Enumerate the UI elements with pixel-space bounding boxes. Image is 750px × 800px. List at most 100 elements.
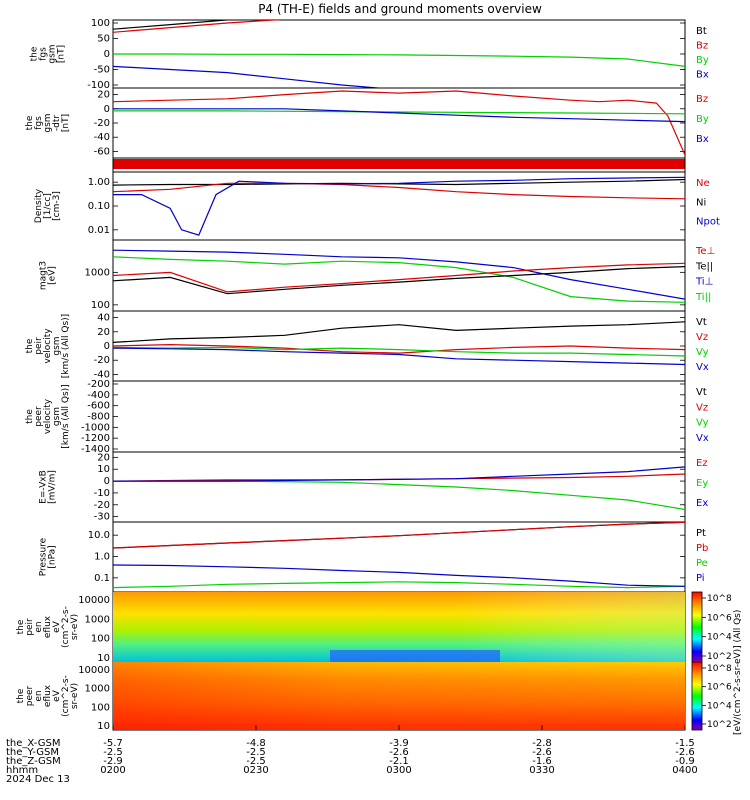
colorbar-tick-label: 10^6 — [707, 683, 732, 693]
legend-Ni: Ni — [696, 197, 706, 208]
y-axis-label: sr-eV) — [70, 614, 80, 640]
y-axis-label: velocity — [43, 398, 53, 434]
y-axis-label: [cm-3] — [52, 191, 62, 221]
y-axis-label: peer — [34, 406, 44, 427]
y-axis-label: fgs — [34, 116, 44, 130]
ion-low-energy-band — [330, 650, 500, 662]
series-Bz — [113, 20, 284, 33]
y-axis-label: the — [16, 619, 26, 634]
y-tick-label: -1200 — [81, 433, 110, 444]
legend-Pi: Pi — [696, 573, 705, 584]
x-axis-table: the_X-GSM -5.7 -4.8 -3.9 -2.8 -1.5 the_Y-GSM -2… — [6, 725, 698, 785]
x-value: 0400 — [672, 765, 697, 776]
series-Bx — [113, 65, 386, 88]
y-axis-label: peir — [25, 618, 35, 636]
x-value: -2.6 — [675, 747, 695, 758]
panel-peer_velocity: -200-400-600-800-1000-1200-1400 the peer ve… — [25, 379, 709, 455]
y-tick-label: 1000 — [85, 267, 110, 278]
y-tick-label: -800 — [87, 412, 110, 423]
red-status-bar — [113, 159, 685, 169]
y-tick-label: 0.01 — [88, 225, 110, 236]
legend-Ti||: Ti|| — [695, 292, 711, 303]
series-Bx — [113, 108, 685, 123]
ion-colorbar — [691, 591, 703, 663]
y-axis-label: sr-eV) — [70, 683, 80, 709]
y-axis-label: [nT] — [57, 45, 67, 63]
y-tick-label: 0 — [104, 476, 110, 487]
y-axis-label: [nT] — [61, 114, 71, 132]
spectrograms — [113, 592, 685, 730]
panel-fgs_gsm_dtr: 20 0 -20 -40 -60 the fgs gsm -dtr [nT] Bz By Bx — [25, 87, 709, 159]
panel-fgs_gsm: 100 50 0 -50 -100 the fgs gsm [nT] Bt Bz By Bx — [30, 18, 709, 91]
y-tick-label: -40 — [94, 132, 110, 143]
y-axis-label: [nPa] — [48, 545, 58, 568]
y-tick-label: 0 — [104, 104, 110, 115]
x-value: -5.7 — [103, 738, 123, 749]
x-value: 0230 — [243, 765, 268, 776]
y-tick-label: -20 — [94, 118, 110, 129]
legend-Vt: Vt — [696, 387, 707, 398]
y-tick-label: 10000 — [78, 595, 110, 606]
y-axis-label: [mV/m] — [48, 470, 58, 504]
y-axis-label: -dtr — [52, 115, 62, 131]
series-Ti⊥ — [113, 249, 685, 300]
y-axis-label: the — [16, 688, 26, 703]
series-Vx — [113, 347, 685, 366]
y-axis-label: peir — [34, 337, 44, 355]
y-axis-label: the — [25, 409, 35, 424]
electron-spectrogram-shade — [113, 662, 685, 730]
y-tick-label: 1.00 — [88, 177, 110, 188]
colorbar: 10^8 10^6 10^4 10^2 10^8 10^6 10^4 10^2 [eV/(c… — [691, 591, 743, 735]
colorbar-tick-label: 10^8 — [707, 594, 732, 604]
y-tick-label: -200 — [87, 379, 110, 390]
x-value: -2.8 — [532, 738, 552, 749]
legend-Vx: Vx — [696, 433, 709, 444]
colorbar-tick-label: 10^4 — [707, 633, 732, 643]
panel-frame — [112, 451, 686, 523]
legend-Bz: Bz — [696, 94, 708, 105]
y-axis-label: gsm — [52, 407, 62, 426]
legend-Ex: Ex — [696, 498, 708, 509]
panel-frame — [112, 521, 686, 593]
y-axis-label: peer — [25, 685, 35, 706]
y-axis-label: the — [25, 338, 35, 353]
series-Ex — [113, 466, 685, 482]
row-label: the_X-GSM — [6, 738, 60, 749]
y-axis-label: the — [25, 115, 35, 130]
y-tick-label: 0 — [104, 49, 110, 60]
colorbar-tick-label: 10^2 — [707, 652, 732, 662]
series-Vt — [113, 321, 685, 343]
x-value: -2.5 — [246, 756, 266, 767]
y-tick-label: 10 — [97, 464, 110, 475]
y-axis-label: eV — [52, 620, 62, 633]
series-Vy — [113, 346, 685, 357]
legend-Ne: Ne — [696, 178, 710, 189]
y-axis-label: velocity — [43, 328, 53, 364]
series-Vz — [113, 343, 685, 354]
panel-density: 1.00 0.10 0.01 Density [1/cc] [cm-3] Ne Ni Npot — [34, 171, 720, 241]
date-label: 2024 Dec 13 — [6, 774, 70, 785]
legend-Bx: Bx — [696, 70, 709, 81]
panel-temperature: 1000 100 magt3 [eV] Te⊥ Te|| Ti⊥ Ti|| — [39, 239, 715, 312]
legend-Ez: Ez — [696, 458, 708, 469]
y-tick-label: 1000 — [85, 684, 110, 695]
panel-frame — [112, 310, 686, 382]
y-tick-label: 50 — [97, 34, 110, 45]
series-Ey — [113, 480, 685, 511]
y-axis-label: en — [34, 621, 44, 632]
y-tick-label: -30 — [94, 512, 110, 523]
x-value: -2.5 — [246, 747, 266, 758]
y-axis-label: fgs — [39, 47, 49, 61]
y-tick-label: -50 — [94, 65, 110, 76]
legend-Te⊥: Te⊥ — [695, 246, 715, 257]
electron-colorbar — [691, 661, 703, 731]
legend-Bx: Bx — [696, 134, 709, 145]
x-value: -4.8 — [246, 738, 266, 749]
y-tick-label: 0.10 — [88, 201, 110, 212]
colorbar-label: [eV/(cm^2-s-sr-eV)] (All Qs) — [733, 610, 743, 735]
y-axis-label: magt3 — [39, 261, 49, 290]
legend-Bz: Bz — [696, 41, 708, 52]
legend-Pt: Pt — [696, 528, 706, 539]
electron-colorbar-ticks: 10^8 10^6 10^4 10^2 — [702, 664, 732, 730]
series-Pi — [113, 564, 685, 587]
